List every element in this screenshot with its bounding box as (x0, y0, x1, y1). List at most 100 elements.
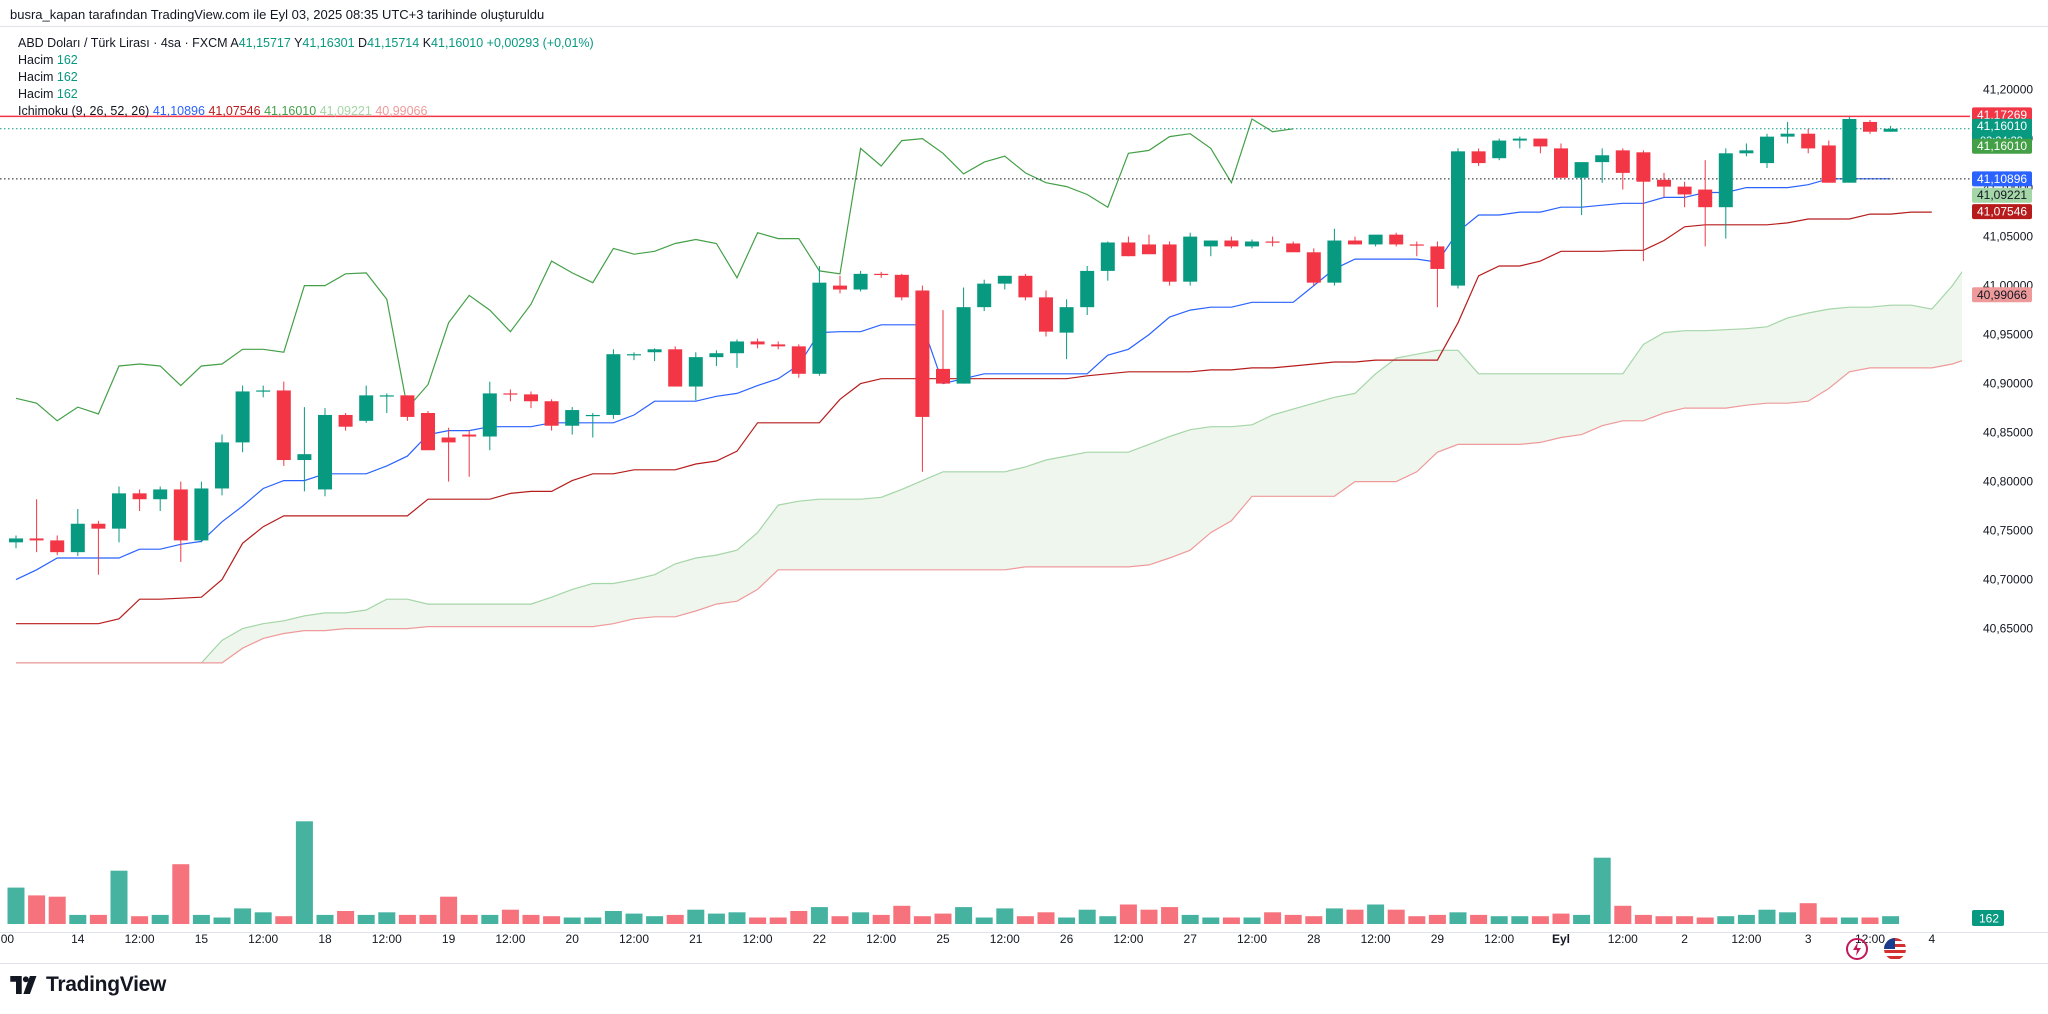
legend-ichimoku-row[interactable]: Ichimoku (9, 26, 52, 26) 41,10896 41,075… (18, 103, 594, 120)
volume-bar (357, 914, 375, 924)
price-badge-label: 41,09221 (1977, 188, 2027, 202)
candle-body (1265, 241, 1280, 243)
candle-body (482, 393, 497, 437)
time-tick-label: 22 (813, 932, 827, 946)
legend-volume-row-2[interactable]: Hacim 162 (18, 69, 594, 86)
price-badge: 40,99066 (1972, 287, 2032, 303)
price-badge-bg (1972, 138, 2032, 154)
candle-body (1100, 242, 1115, 271)
candle-body (1348, 240, 1362, 245)
volume-bar (1037, 912, 1055, 924)
lightning-icon[interactable] (1846, 938, 1868, 960)
volume-bar (316, 914, 334, 924)
volume-bar (378, 912, 396, 924)
volume-bar (584, 917, 602, 924)
legend-volume-row-1[interactable]: Hacim 162 (18, 52, 594, 69)
candle-body (647, 349, 662, 353)
time-tick-label: 20 (566, 932, 580, 946)
time-tick-label: 2 (1681, 932, 1688, 946)
volume-bar (1634, 914, 1652, 924)
candle-body (421, 413, 435, 451)
volume-bar (1655, 916, 1673, 924)
price-badge-label: 41,16010 (1977, 139, 2027, 153)
candle-body (750, 341, 765, 345)
candle-body (132, 493, 147, 500)
legend-volume-row-3[interactable]: Hacim 162 (18, 86, 594, 103)
price-badge-label: 41,10896 (1977, 172, 2027, 186)
tradingview-brand[interactable]: TradingView (10, 972, 166, 998)
time-tick-label: 12:00 (372, 932, 402, 946)
volume-bar (563, 917, 581, 924)
candle-body (688, 357, 703, 387)
candle-body (1018, 275, 1033, 298)
time-tick-label: 12:00 (1113, 932, 1143, 946)
candle-body (235, 391, 250, 443)
price-tick-label: 40,90000 (1983, 377, 2033, 391)
candle-body (215, 442, 229, 489)
volume-bar (1490, 916, 1508, 924)
volume-bar (790, 911, 808, 924)
volume-bar (1758, 909, 1776, 924)
price-badge-label: 41,17269 (1977, 108, 2027, 122)
volume-bar (1593, 857, 1611, 924)
volume-bar (1470, 914, 1488, 924)
candlestick-chart[interactable]: 41,2000041,1500041,1000041,0500041,00000… (0, 27, 2048, 963)
volume-bar (1243, 917, 1261, 924)
time-tick-label: 15 (195, 932, 209, 946)
volume-bar (543, 916, 561, 924)
time-tick-label: 25 (936, 932, 950, 946)
time-tick-label: 27 (1184, 932, 1198, 946)
candle-body (1883, 128, 1898, 132)
volume-bar (604, 911, 622, 924)
time-tick-label: 18 (318, 932, 332, 946)
candle-body (70, 523, 85, 553)
legend-volume-value: 162 (56, 70, 78, 84)
volume-bar (707, 913, 725, 924)
us-flag-icon[interactable] (1884, 938, 1906, 960)
chart-frame[interactable]: 41,2000041,1500041,1000041,0500041,00000… (0, 26, 2048, 964)
volume-bar (975, 917, 993, 924)
candle-body (1512, 138, 1527, 141)
candle-body (1595, 155, 1610, 163)
volume-bar (1737, 914, 1755, 924)
volume-bar (1181, 914, 1199, 924)
candle-body (1677, 186, 1692, 195)
price-tick-label: 40,95000 (1983, 328, 2033, 342)
volume-bar (1325, 908, 1343, 924)
candle-body (874, 273, 889, 276)
time-tick-label: 26 (1060, 932, 1074, 946)
candle-body (956, 307, 971, 384)
price-badge: 41,09221 (1972, 187, 2032, 203)
candle-body (1842, 119, 1857, 183)
price-badge: 41,07546 (1972, 204, 2032, 220)
volume-bar (192, 914, 210, 924)
volume-bar (398, 914, 416, 924)
candle-body (1368, 234, 1383, 245)
candle-body (853, 273, 868, 290)
volume-bar (48, 896, 66, 924)
price-badge-bg (1972, 171, 2032, 187)
candle-body (1760, 136, 1774, 164)
candle-body (977, 283, 992, 308)
volume-bar (131, 916, 149, 924)
time-tick-label: 12:00 (495, 932, 525, 946)
legend-ichimoku-label: Ichimoku (9, 26, 52, 26) (18, 104, 150, 118)
volume-bar (1882, 916, 1900, 924)
volume-bar (172, 864, 190, 924)
legend-ichimoku-value: 41,10896 (152, 104, 205, 118)
legend-ohlc-value: 41,16010 (431, 36, 484, 50)
legend-symbol[interactable]: ABD Doları / Türk Lirası · 4sa · FXCM (18, 36, 228, 50)
candle-body (1492, 140, 1507, 159)
chart-caption: busra_kapan tarafından TradingView.com i… (10, 7, 545, 22)
volume-bar (295, 821, 313, 924)
legend-ohlc-key: D (358, 36, 368, 50)
volume-bar (1099, 916, 1117, 924)
volume-bar (1696, 917, 1714, 924)
legend-ohlc-row[interactable]: ABD Doları / Türk Lirası · 4sa · FXCM A4… (18, 35, 594, 52)
price-badge-label: 41,07546 (1977, 205, 2027, 219)
volume-bar (1119, 904, 1137, 924)
legend-ichimoku-value: 41,07546 (208, 104, 261, 118)
candle-body (606, 354, 621, 415)
time-tick-label: 28 (1307, 932, 1321, 946)
time-tick-label: 12:00 (1484, 932, 1514, 946)
